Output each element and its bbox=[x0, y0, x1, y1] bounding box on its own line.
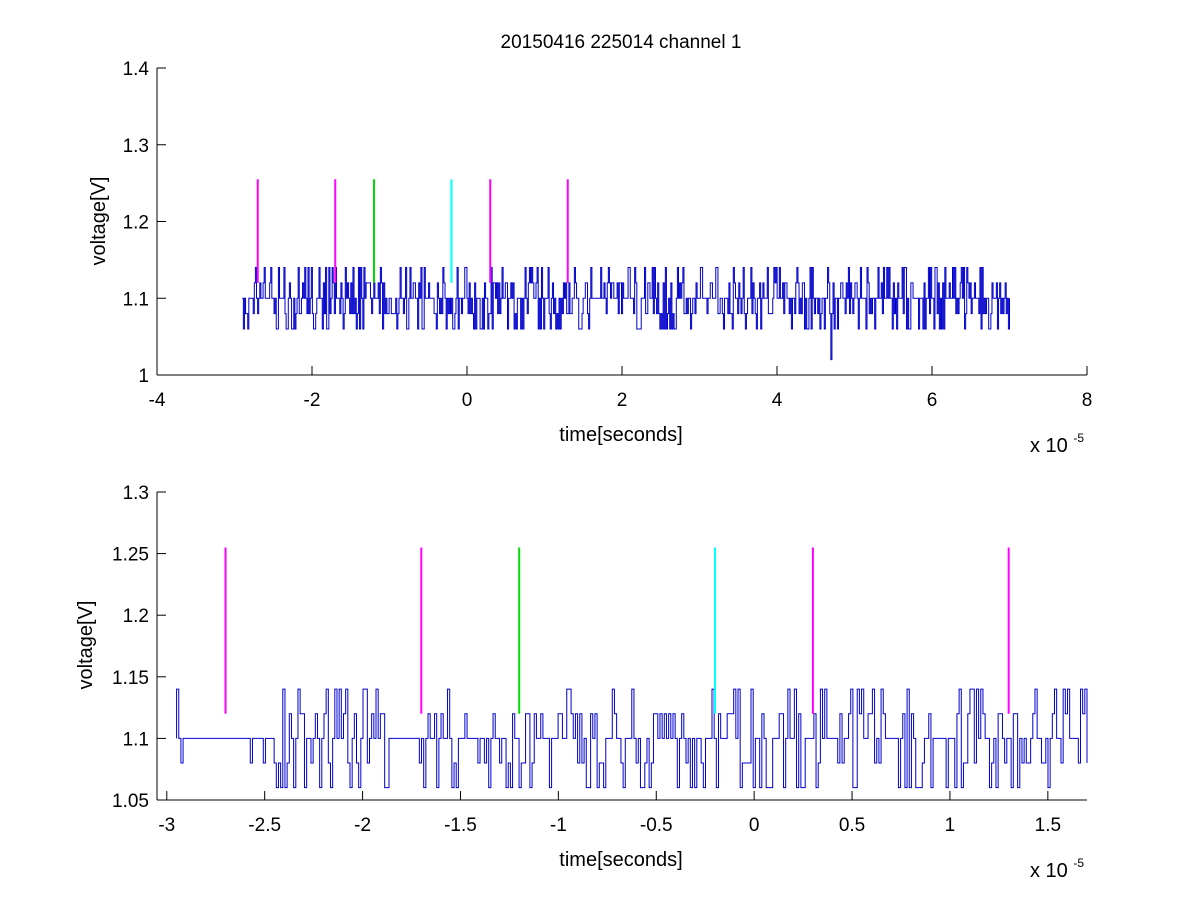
x-axis-label-zoom: time[seconds] bbox=[559, 849, 682, 871]
y-tick-label: 1.15 bbox=[112, 668, 149, 689]
x-axis-label-overview: time[seconds] bbox=[559, 424, 682, 446]
x-multiplier-zoom: x 10 -5 bbox=[1030, 856, 1084, 882]
x-tick-label: 4 bbox=[772, 390, 783, 411]
x-tick-label: 8 bbox=[1082, 390, 1093, 411]
x-tick-label: 1 bbox=[945, 815, 956, 836]
figure-title: 20150416 225014 channel 1 bbox=[501, 32, 742, 53]
x-tick-label: -1.5 bbox=[444, 815, 477, 836]
signal-trace-overview bbox=[242, 267, 1010, 361]
x-tick-label: 6 bbox=[927, 390, 938, 411]
y-tick-label: 1.3 bbox=[123, 483, 149, 504]
event-markers-overview bbox=[256, 179, 569, 283]
x-tick-label: -2 bbox=[304, 390, 321, 411]
voltage-trace bbox=[242, 267, 1010, 361]
y-tick-label: 1.4 bbox=[123, 59, 150, 80]
x-multiplier-exponent-overview: -5 bbox=[1073, 431, 1084, 445]
y-tick-label: 1.3 bbox=[123, 136, 149, 157]
axes-overview: -4 -2 0 2 4 6 8 1 1.1 1.2 1.3 1.4 time[seconds] vol… bbox=[88, 59, 1092, 457]
y-tick-label: 1.25 bbox=[112, 545, 149, 566]
y-tick-label: 1.05 bbox=[112, 791, 149, 812]
axis-frame-overview: -4 -2 0 2 4 6 8 1 1.1 1.2 1.3 1.4 bbox=[123, 59, 1093, 411]
x-tick-label: 0 bbox=[462, 390, 473, 411]
x-multiplier-base-overview: x 10 bbox=[1030, 435, 1068, 457]
x-tick-label: -2 bbox=[354, 815, 371, 836]
x-tick-label: -1 bbox=[550, 815, 567, 836]
x-tick-label: -0.5 bbox=[640, 815, 673, 836]
x-multiplier-exponent-zoom: -5 bbox=[1073, 856, 1084, 870]
y-tick-label: 1.1 bbox=[123, 289, 149, 310]
x-tick-label: 0 bbox=[749, 815, 760, 836]
y-tick-label: 1.2 bbox=[123, 606, 149, 627]
y-tick-label: 1 bbox=[138, 366, 149, 387]
voltage-trace bbox=[176, 688, 1088, 789]
signal-trace-zoom bbox=[176, 688, 1088, 789]
x-tick-label: 1.5 bbox=[1035, 815, 1061, 836]
x-multiplier-overview: x 10 -5 bbox=[1030, 431, 1084, 457]
y-tick-label: 1.2 bbox=[123, 213, 149, 234]
x-tick-label: -2.5 bbox=[248, 815, 281, 836]
y-tick-label: 1.1 bbox=[123, 729, 149, 750]
axes-zoom: -3 -2.5 -2 -1.5 -1 -0.5 0 0.5 1 1.5 1.05 1.1 1.15 1.2… bbox=[75, 483, 1088, 882]
x-tick-label: 0.5 bbox=[839, 815, 865, 836]
x-multiplier-base-zoom: x 10 bbox=[1030, 860, 1068, 882]
y-axis-label-zoom: voltage[V] bbox=[75, 601, 97, 690]
x-tick-label: -3 bbox=[158, 815, 175, 836]
x-tick-label: -4 bbox=[149, 390, 166, 411]
y-axis-label-overview: voltage[V] bbox=[88, 177, 110, 266]
event-markers-zoom bbox=[224, 547, 1010, 714]
x-tick-label: 2 bbox=[617, 390, 628, 411]
axis-frame-zoom: -3 -2.5 -2 -1.5 -1 -0.5 0 0.5 1 1.5 1.05 1.1 1.15 1.2… bbox=[112, 483, 1087, 836]
